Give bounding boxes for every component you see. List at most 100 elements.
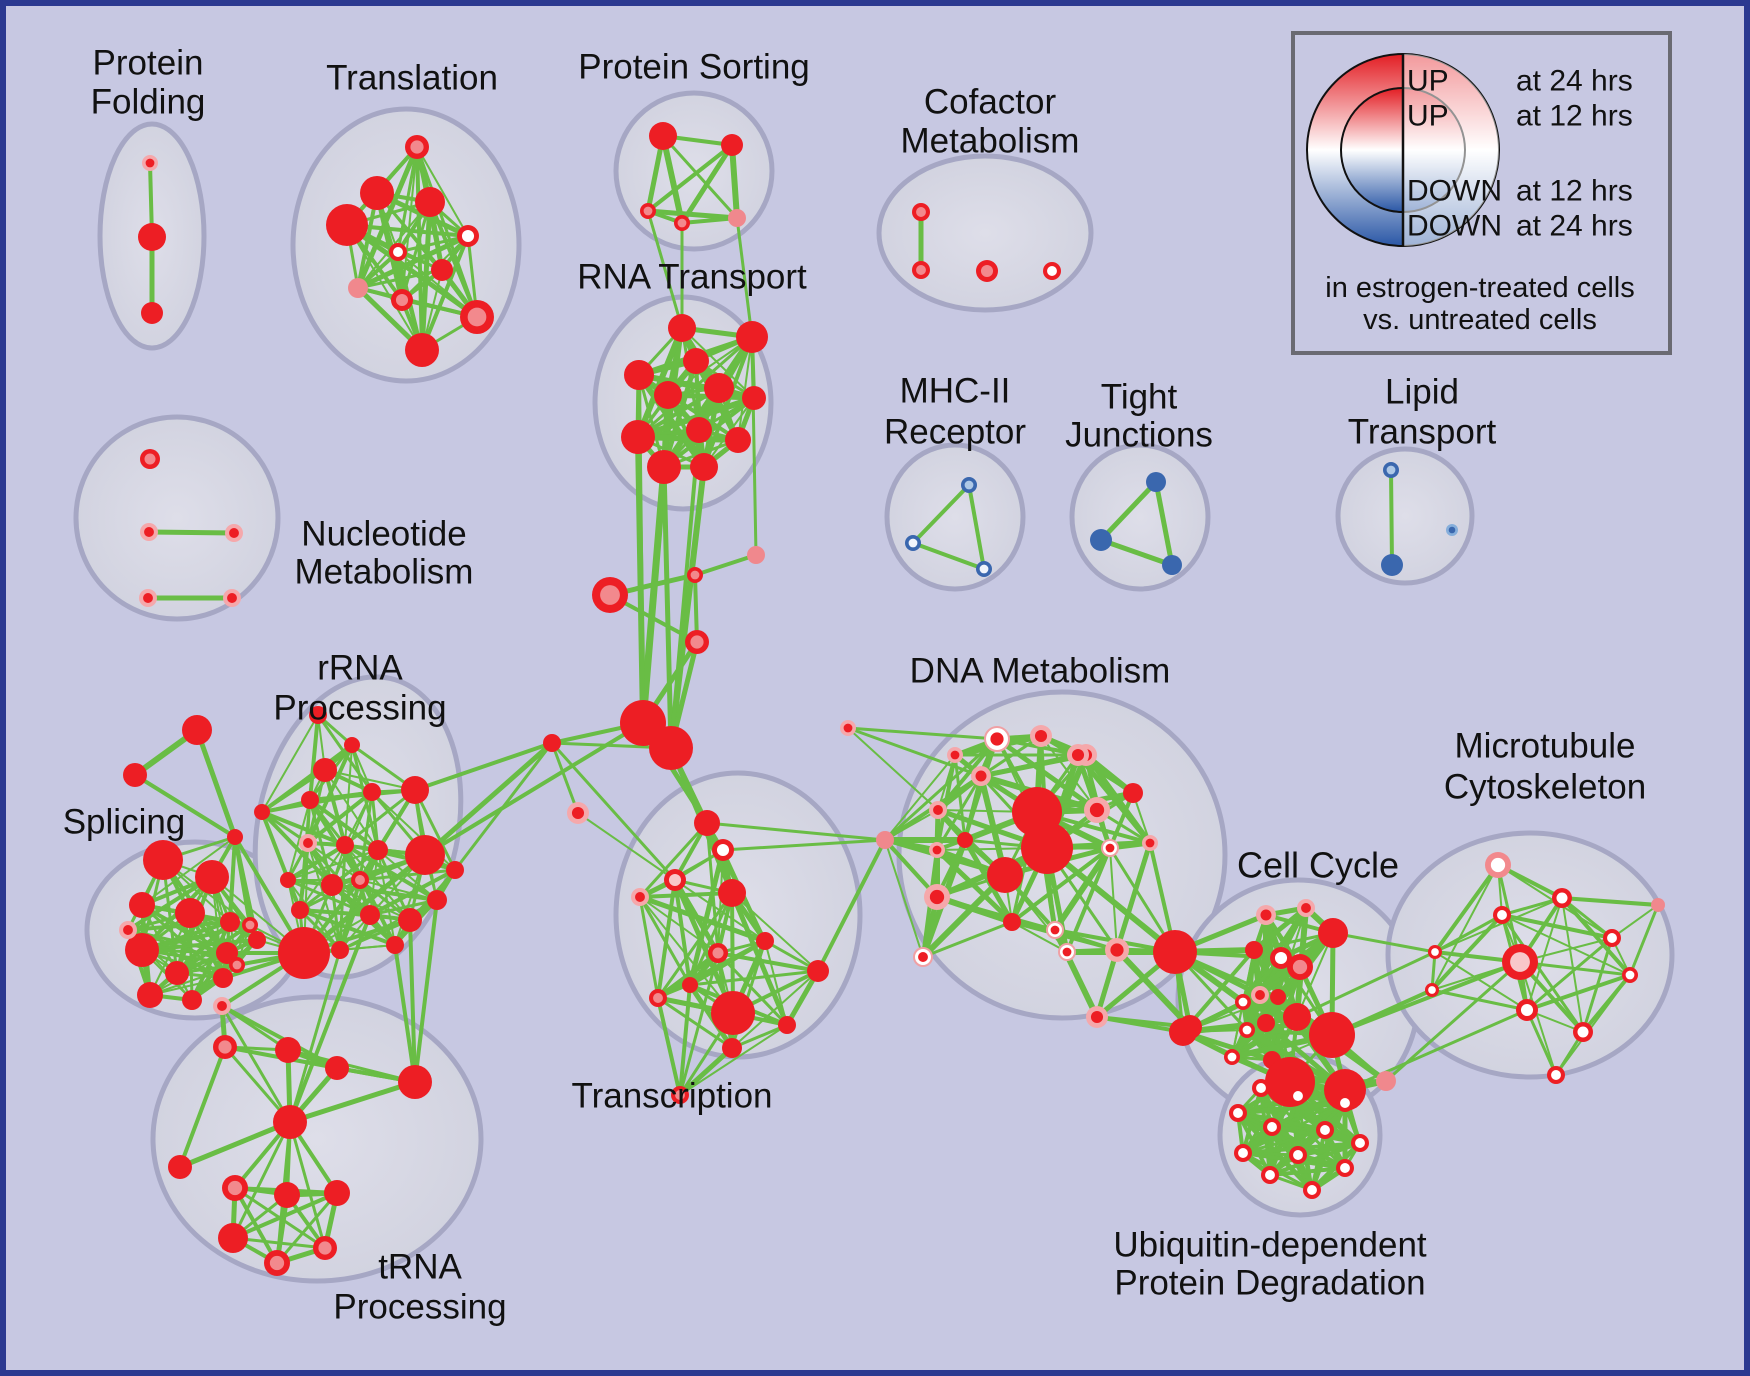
- node-169-wc: [1263, 1118, 1281, 1136]
- node-138-sr: [1245, 941, 1263, 959]
- edge: [661, 358, 699, 470]
- node-8-wc: [389, 243, 407, 261]
- edge: [1010, 846, 1112, 924]
- edge: [1052, 845, 1113, 933]
- node-59-sr: [248, 931, 266, 949]
- edge: [1434, 951, 1528, 1011]
- edge: [721, 838, 887, 852]
- node-88-sr: [309, 706, 327, 724]
- cluster-label-ubiquitin-degradation: Protein Degradation: [1114, 1263, 1425, 1302]
- node-121-sr: [1021, 822, 1073, 874]
- node-173-wc: [1289, 1146, 1307, 1164]
- node-25-sr: [654, 381, 682, 409]
- edge: [646, 209, 684, 330]
- node-31-pc: [912, 203, 930, 221]
- node-111-wr: [984, 726, 1010, 752]
- cluster-label-cell-cycle: Cell Cycle: [1237, 845, 1399, 886]
- edge: [681, 327, 755, 399]
- legend-entry-time-0: at 24 hrs: [1516, 65, 1633, 98]
- cluster-label-tight-junctions: Junctions: [1065, 415, 1213, 454]
- node-67-sr: [278, 927, 330, 979]
- edge: [645, 208, 740, 221]
- node-15-sr: [721, 134, 743, 156]
- edge: [369, 849, 379, 916]
- cluster-label-rrna-processing: rRNA: [317, 648, 403, 687]
- edge: [1295, 950, 1437, 1019]
- edge: [1611, 904, 1659, 939]
- node-13-sr: [405, 333, 439, 367]
- cluster-label-nucleotide-metabolism: Metabolism: [295, 552, 474, 591]
- node-17-pc: [674, 215, 690, 231]
- node-30-sr: [725, 427, 751, 453]
- node-14-sr: [649, 122, 677, 150]
- node-64-pc: [229, 957, 245, 973]
- node-98-lc: [664, 869, 686, 891]
- legend-wheel-faded-half: [1403, 54, 1499, 246]
- node-130-sr: [1153, 930, 1197, 974]
- node-6-sr: [415, 187, 445, 217]
- legend-entry-direction-2: DOWN: [1407, 175, 1502, 208]
- node-109-pr: [631, 888, 649, 906]
- node-76-sr: [405, 835, 445, 875]
- node-165-wc: [1252, 1079, 1270, 1097]
- edge: [635, 325, 685, 440]
- node-72-sr: [336, 836, 354, 854]
- edge: [679, 142, 735, 226]
- legend-entry-time-3: at 24 hrs: [1516, 210, 1633, 243]
- cluster-label-tight-junctions: Tight: [1101, 377, 1178, 416]
- node-176-wc: [1303, 1181, 1321, 1199]
- node-105-sr: [711, 991, 755, 1035]
- edge: [716, 951, 789, 1027]
- edge: [306, 743, 354, 845]
- edge: [1500, 913, 1614, 940]
- edge: [661, 134, 739, 220]
- node-115-pr: [929, 801, 947, 819]
- edge: [1519, 961, 1557, 1076]
- node-163-wc: [1547, 1066, 1565, 1084]
- node-156-wc: [1552, 888, 1572, 908]
- node-52-sr: [143, 840, 183, 880]
- node-16-pc: [640, 203, 656, 219]
- edge: [1181, 1015, 1299, 1034]
- edge: [1525, 973, 1632, 1012]
- node-18-ps: [728, 209, 746, 227]
- node-101-pc: [708, 943, 728, 963]
- node-184-sr: [398, 1065, 432, 1099]
- legend-entry-direction-0: UP: [1407, 65, 1449, 98]
- edge: [687, 847, 726, 988]
- edge: [355, 144, 420, 291]
- node-94-pc: [685, 630, 709, 654]
- node-144-sr: [1257, 1014, 1275, 1032]
- edge: [346, 224, 423, 351]
- node-137-pr: [1297, 899, 1315, 917]
- node-0-pr: [142, 155, 158, 171]
- node-153-wc: [1428, 945, 1442, 959]
- edge: [288, 948, 342, 1124]
- cluster-label-microtubule-cytoskeleton: Cytoskeleton: [1444, 767, 1646, 806]
- node-133-sr: [957, 832, 973, 848]
- node-21-sr: [624, 360, 654, 390]
- edge: [355, 233, 471, 291]
- node-119-sr: [1123, 783, 1143, 803]
- node-2-sr: [141, 302, 163, 324]
- node-42-bwc: [976, 561, 992, 577]
- edge: [286, 843, 347, 882]
- edge: [637, 894, 768, 944]
- node-127-wr: [1058, 943, 1076, 961]
- edge: [190, 923, 252, 1002]
- node-12-pc: [460, 300, 494, 334]
- edge: [735, 216, 754, 339]
- node-182-sr: [275, 1037, 301, 1063]
- node-1-sr: [138, 223, 166, 251]
- node-148-wc: [1224, 1049, 1240, 1065]
- edge: [705, 821, 887, 842]
- cluster-label-dna-metabolism: DNA Metabolism: [910, 651, 1171, 690]
- node-39-pr: [223, 589, 241, 607]
- edge: [911, 541, 986, 571]
- edge: [638, 895, 660, 1000]
- edge: [1431, 864, 1499, 991]
- edge: [299, 909, 411, 921]
- node-188-sr: [274, 1182, 300, 1208]
- edge: [656, 996, 682, 1097]
